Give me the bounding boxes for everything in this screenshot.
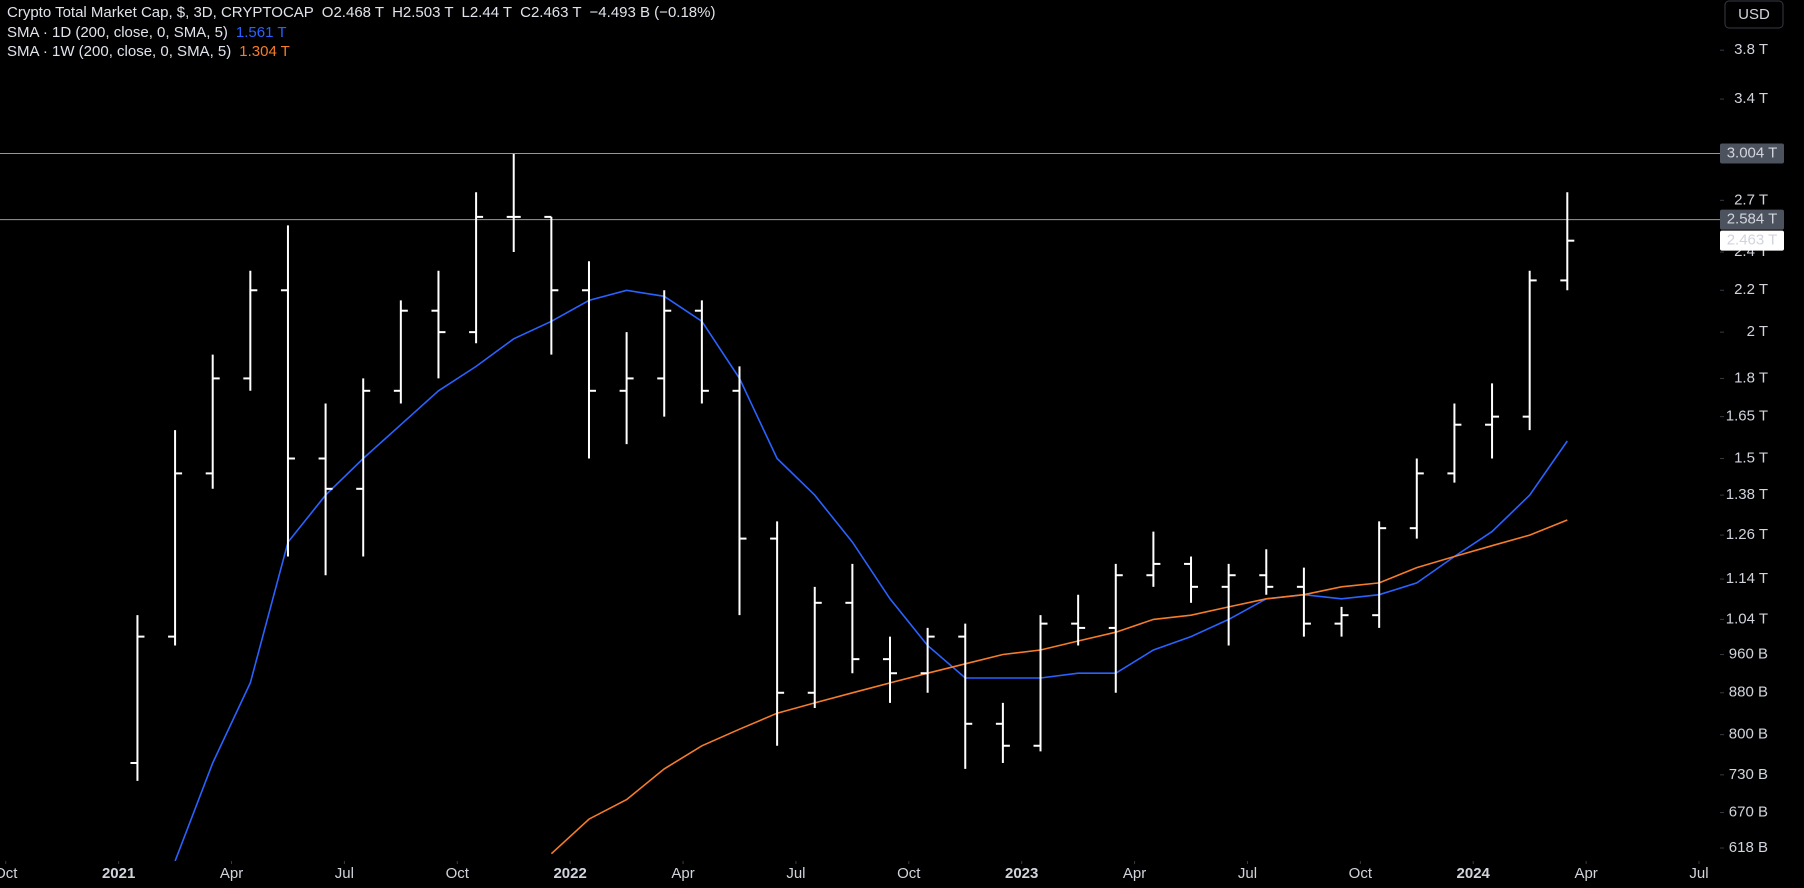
y-tick-label: 1.8 T	[1734, 369, 1768, 386]
x-tick-label: Oct	[897, 865, 921, 882]
plot-area	[0, 152, 1720, 861]
axes: 618 B 670 B 730 B 800 B 880 B 960 B 1.04 T 1.14…	[0, 41, 1784, 882]
legend-main: Crypto Total Market Cap, $, 3D, CRYPTOCA…	[7, 3, 723, 23]
ohlc-open: O2.468 T	[321, 4, 385, 21]
x-tick-label: Jul	[1689, 865, 1708, 882]
level-badge	[1720, 209, 1784, 230]
y-tick-label: 1.04 T	[1726, 610, 1768, 627]
y-tick-label: 1.26 T	[1726, 526, 1768, 543]
legend: Crypto Total Market Cap, $, 3D, CRYPTOCA…	[7, 3, 723, 62]
y-tick-label: 2.2 T	[1734, 281, 1768, 298]
legend-entry[interactable]: SMA · 1W (200, close, 0, SMA, 5) 1.304 T	[7, 42, 723, 62]
sma-line	[174, 289, 1568, 861]
y-tick-label: 1.5 T	[1734, 449, 1768, 466]
level-badge	[1720, 143, 1784, 164]
x-tick-label: Apr	[1123, 865, 1146, 882]
x-tick-label: Oct	[0, 865, 18, 882]
x-tick-label: Apr	[671, 865, 694, 882]
y-tick-label: 960 B	[1729, 646, 1768, 663]
sma-line	[550, 519, 1568, 855]
y-tick-label: 1.65 T	[1726, 408, 1768, 425]
y-tick-label: 800 B	[1729, 726, 1768, 743]
x-tick-label: Apr	[220, 865, 243, 882]
ohlc-change: −4.493 B (−0.18%)	[589, 4, 716, 21]
level-label: 2.584 T	[1727, 211, 1778, 228]
x-tick-label: Jul	[335, 865, 354, 882]
y-tick-label: 618 B	[1729, 839, 1768, 856]
currency-box[interactable]	[1724, 0, 1784, 29]
x-tick-label: Jul	[786, 865, 805, 882]
y-tick-label: 880 B	[1729, 684, 1768, 701]
y-tick-label: 3.4 T	[1734, 90, 1768, 107]
legend-label: SMA · 1W (200, close, 0, SMA, 5)	[7, 43, 232, 60]
y-tick-label: 2 T	[1747, 323, 1768, 340]
level-label: 3.004 T	[1727, 144, 1778, 161]
x-tick-label: 2024	[1457, 865, 1491, 882]
x-tick-label: Apr	[1574, 865, 1597, 882]
y-tick-label: 670 B	[1729, 803, 1768, 820]
ohlc-high: H2.503 T	[392, 4, 454, 21]
x-tick-label: Oct	[446, 865, 470, 882]
legend-value: 1.304 T	[239, 43, 290, 60]
x-tick-label: 2022	[553, 865, 586, 882]
title: Crypto Total Market Cap, $, 3D, CRYPTOCA…	[7, 4, 314, 21]
legend-entry[interactable]: SMA · 1D (200, close, 0, SMA, 5) 1.561 T	[7, 23, 723, 43]
x-tick-label: 2023	[1005, 865, 1038, 882]
legend-value: 1.561 T	[235, 23, 287, 41]
x-tick-label: 2021	[102, 865, 135, 882]
legend-label: SMA · 1D (200, close, 0, SMA, 5)	[7, 23, 228, 41]
y-tick-label: 730 B	[1729, 766, 1768, 783]
x-tick-label: Oct	[1349, 865, 1373, 882]
last-price-label: 2.463 T	[1727, 232, 1778, 249]
y-tick-label: 2.7 T	[1734, 191, 1768, 208]
y-tick-label: 1.14 T	[1726, 570, 1768, 587]
ohlc-close: C2.463 T	[520, 4, 582, 21]
y-tick-label: 3.8 T	[1734, 41, 1768, 58]
last-price-badge	[1720, 230, 1784, 251]
ohlc-low: L2.44 T	[461, 4, 513, 21]
y-tick-label: 1.38 T	[1726, 486, 1768, 503]
x-tick-label: Jul	[1238, 865, 1257, 882]
currency[interactable]: USD	[1738, 6, 1770, 23]
